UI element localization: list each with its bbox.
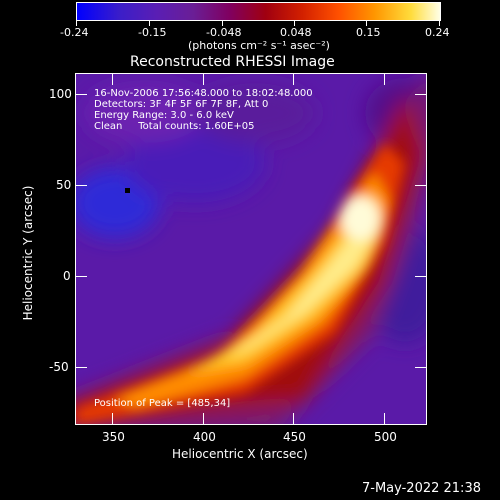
colorbar-tick-label: 0.24: [425, 26, 450, 39]
peak-marker: [125, 188, 130, 193]
colorbar-units-label: (photons cm⁻² s⁻¹ asec⁻²): [188, 39, 330, 52]
annotation-energy-range: Energy Range: 3.0 - 6.0 keV: [94, 110, 234, 121]
colorbar-tick-label: -0.048: [206, 26, 242, 39]
timestamp: 7-May-2022 21:38: [362, 481, 481, 496]
x-axis-label: Heliocentric X (arcsec): [172, 447, 308, 461]
x-tick-label: 400: [193, 430, 216, 444]
colorbar-tick-label: 0.15: [356, 26, 381, 39]
annotation-clean-counts: Clean Total counts: 1.60E+05: [94, 121, 255, 132]
x-tick-label: 350: [102, 430, 125, 444]
plot-frame: [75, 73, 427, 425]
x-tick-label: 450: [283, 430, 306, 444]
annotation-detectors: Detectors: 3F 4F 5F 6F 7F 8F, Att 0: [94, 99, 269, 110]
y-tick-label: -50: [49, 360, 69, 374]
y-tick-label: 50: [56, 178, 72, 192]
y-tick-label: 100: [49, 87, 72, 101]
annotation-time-range: 16-Nov-2006 17:56:48.000 to 18:02:48.000: [94, 88, 313, 99]
colorbar-tick-label: -0.15: [138, 26, 167, 39]
plot-title: Reconstructed RHESSI Image: [130, 54, 335, 70]
rhessi-image: [75, 73, 427, 425]
colorbar-tick-label: 0.048: [280, 26, 312, 39]
colorbar-tick-label: -0.24: [60, 26, 89, 39]
annotation-peak-position: Position of Peak = [485,34]: [94, 398, 231, 409]
x-tick-label: 500: [374, 430, 397, 444]
colorbar: [76, 2, 441, 21]
y-axis-label: Heliocentric Y (arcsec): [21, 185, 35, 321]
y-tick-label: 0: [63, 269, 71, 283]
